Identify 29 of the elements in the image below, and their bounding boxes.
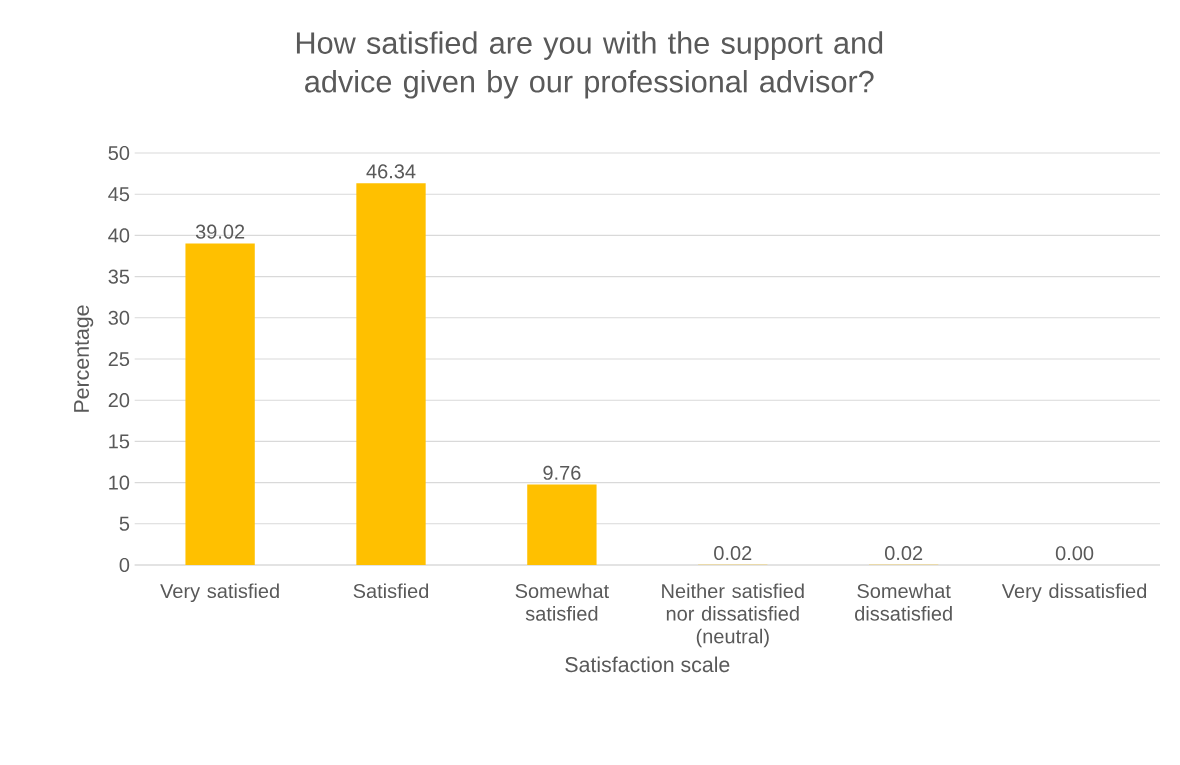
bar — [356, 183, 426, 565]
x-tick-label: Very satisfied — [160, 583, 279, 603]
data-label: 39.02 — [195, 224, 245, 239]
x-tick-label: Neither satisfied nor dissatisfied (neutral) — [662, 583, 804, 648]
data-label: 0.00 — [1055, 546, 1094, 561]
data-label: 0.02 — [884, 545, 923, 561]
y-tick-label: 10 — [109, 475, 130, 490]
y-tick-label: 30 — [108, 310, 130, 325]
y-tick-label: 25 — [108, 351, 130, 367]
y-tick-label: 35 — [108, 269, 130, 284]
data-label: 9.76 — [543, 465, 581, 480]
x-tick-label: Satisfied — [353, 583, 429, 599]
y-tick-label: 40 — [108, 228, 130, 243]
x-tick-label: Somewhat satisfied — [515, 583, 609, 621]
data-label: 0.02 — [714, 545, 752, 561]
y-axis-title: Percentage — [74, 305, 94, 412]
y-tick-label: 15 — [109, 434, 130, 449]
data-label: 46.34 — [366, 164, 416, 179]
y-tick-label: 5 — [119, 516, 130, 531]
x-tick-label: Very dissatisfied — [1001, 583, 1147, 603]
y-tick-label: 20 — [108, 393, 130, 408]
y-tick-label: 45 — [108, 187, 130, 202]
bar — [527, 484, 597, 565]
x-axis-title: Satisfaction scale — [565, 656, 730, 673]
y-tick-label: 50 — [108, 145, 130, 161]
chart-title: How satisfied are you with the support and advice given by our professional advisor? — [296, 31, 883, 99]
bar — [185, 243, 255, 565]
x-tick-label: Somewhat dissatisfied — [855, 583, 952, 621]
y-tick-label: 0 — [119, 557, 130, 573]
